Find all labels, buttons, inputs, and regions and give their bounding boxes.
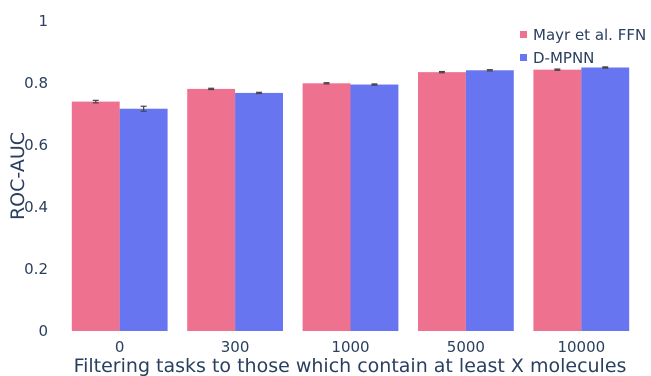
bar-dmpnn-5000 <box>465 70 514 331</box>
x-tick-label: 1000 <box>331 338 369 356</box>
x-tick-label: 0 <box>115 338 125 356</box>
bars <box>71 67 630 332</box>
bar-dmpnn-1000 <box>350 84 399 331</box>
error-bar <box>140 105 147 112</box>
y-tick-label: 0.6 <box>24 136 48 154</box>
legend-label-dmpnn: D-MPNN <box>533 49 594 67</box>
error-bar <box>554 68 561 71</box>
legend-swatch-mayr <box>520 31 527 38</box>
x-axis-title: Filtering tasks to those which contain a… <box>74 355 627 376</box>
error-bar <box>486 69 493 72</box>
error-bar <box>438 70 445 74</box>
bar-dmpnn-10000 <box>581 67 630 331</box>
error-bar <box>256 91 263 95</box>
bar-dmpnn-0 <box>119 108 168 331</box>
bar-mayr-300 <box>187 88 236 331</box>
error-bar <box>208 87 215 91</box>
y-tick-label: 0.2 <box>24 260 48 278</box>
legend-swatch-dmpnn <box>520 54 527 61</box>
error-bar <box>323 82 330 85</box>
error-bar <box>371 83 378 86</box>
bar-mayr-10000 <box>533 69 582 332</box>
y-tick-label: 1 <box>38 12 48 30</box>
y-tick-label: 0.4 <box>24 198 48 216</box>
y-axis-title: ROC-AUC <box>7 132 29 220</box>
x-tick-label: 300 <box>221 338 250 356</box>
y-tick-label: 0.8 <box>24 74 48 92</box>
legend-label-mayr: Mayr et al. FFN <box>533 26 646 44</box>
error-bar <box>602 66 609 69</box>
bar-mayr-5000 <box>418 72 466 332</box>
x-axis-ticks: 0 300 1000 5000 10000 <box>115 338 605 356</box>
bar-mayr-1000 <box>302 83 351 331</box>
y-tick-label: 0 <box>38 322 48 340</box>
x-tick-label: 10000 <box>557 338 605 356</box>
legend: Mayr et al. FFN D-MPNN <box>520 26 646 67</box>
bar-dmpnn-300 <box>235 92 283 331</box>
error-bar <box>92 99 99 104</box>
bar-mayr-0 <box>71 101 120 331</box>
error-bars <box>92 66 609 112</box>
x-tick-label: 5000 <box>447 338 485 356</box>
y-axis-ticks: 0 0.2 0.4 0.6 0.8 1 <box>24 12 48 340</box>
